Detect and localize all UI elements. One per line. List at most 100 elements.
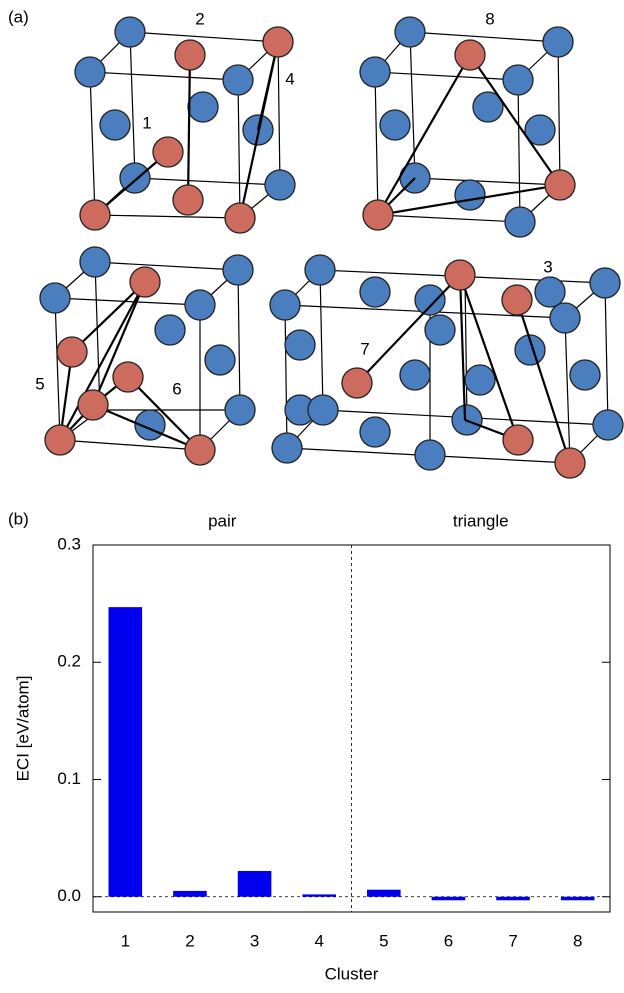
cluster-bond xyxy=(469,54,561,186)
y-tick-label: 0.0 xyxy=(57,886,81,905)
atom-blue xyxy=(224,394,256,426)
atom-blue xyxy=(114,16,146,48)
lattice-edge xyxy=(409,31,559,43)
cluster-bond xyxy=(356,274,461,384)
atom-red xyxy=(341,367,373,399)
cluster-label: 4 xyxy=(285,69,294,88)
atom-red xyxy=(502,424,534,456)
atom-blue xyxy=(414,439,446,471)
panel-label: (b) xyxy=(8,509,29,528)
cluster-label: 3 xyxy=(543,257,552,276)
cluster-label: 7 xyxy=(360,339,369,358)
cluster-bond xyxy=(458,274,467,421)
cluster-bond xyxy=(377,183,561,217)
lattice-edge xyxy=(284,304,288,449)
atom-blue xyxy=(154,314,186,346)
bar xyxy=(367,889,401,897)
atom-blue xyxy=(542,26,574,58)
y-tick-label: 0.1 xyxy=(57,769,81,788)
bar xyxy=(108,607,143,897)
atom-blue xyxy=(464,364,496,396)
atom-blue xyxy=(549,302,581,334)
atom-blue xyxy=(502,64,534,96)
cluster-bond xyxy=(127,376,201,451)
lattice-edge xyxy=(94,214,241,219)
atom-blue xyxy=(414,284,446,316)
lattice-edge xyxy=(129,31,136,179)
lattice-edge xyxy=(557,41,561,186)
cluster-bond xyxy=(71,281,146,353)
lattice-edge xyxy=(94,261,101,411)
atom-blue xyxy=(79,246,111,278)
atom-blue xyxy=(269,289,301,321)
lattice-edge xyxy=(54,297,201,306)
lattice-edge xyxy=(89,71,239,81)
atom-blue xyxy=(74,56,106,88)
bar xyxy=(302,894,336,897)
cluster-diagram: 1 2 3 4 5 6 7 8 xyxy=(35,9,624,479)
cluster-bond xyxy=(377,54,471,216)
lattice-edge xyxy=(134,177,281,186)
atom-red xyxy=(444,259,476,291)
atom-blue xyxy=(222,254,254,286)
atom-blue xyxy=(359,276,391,308)
atom-blue xyxy=(379,109,411,141)
x-tick-label: 1 xyxy=(121,931,130,950)
atom-blue xyxy=(424,314,456,346)
atom-blue xyxy=(304,254,336,286)
bar xyxy=(431,896,466,901)
cluster-bond xyxy=(92,403,201,452)
lattice-edge xyxy=(374,71,379,216)
atom-blue xyxy=(187,91,219,123)
atom-blue xyxy=(222,64,254,96)
atom-blue xyxy=(264,169,296,201)
atom-blue xyxy=(589,267,621,299)
lattice-edge xyxy=(604,282,609,426)
lattice-edge xyxy=(464,277,468,421)
cluster-bond xyxy=(94,151,169,216)
x-tick-label: 5 xyxy=(379,931,388,950)
x-tick-label: 7 xyxy=(508,931,517,950)
bar xyxy=(560,896,595,901)
lattice-edge xyxy=(517,79,521,223)
atom-blue xyxy=(472,91,504,123)
cluster-bond xyxy=(59,281,146,441)
atom-red xyxy=(454,39,486,71)
lattice-edge xyxy=(237,269,241,411)
lattice-edge xyxy=(237,79,241,219)
atom-red xyxy=(174,39,206,71)
atom-red xyxy=(262,26,294,58)
lattice-edge xyxy=(374,71,519,81)
x-tick-label: 4 xyxy=(314,931,323,950)
lattice-edge xyxy=(59,439,201,451)
lattice-edge xyxy=(414,177,561,186)
lattice-edge xyxy=(94,261,239,271)
atom-blue xyxy=(524,114,556,146)
lattice-edge xyxy=(377,214,521,223)
cluster-label: 5 xyxy=(35,374,44,393)
atom-blue xyxy=(592,409,624,441)
atom-red xyxy=(152,136,184,168)
cluster-bond xyxy=(515,299,572,464)
atom-red xyxy=(112,361,144,393)
cluster-label: 8 xyxy=(485,9,494,28)
lattice-edge xyxy=(319,269,324,411)
lattice-edge xyxy=(89,71,96,216)
x-tick-label: 3 xyxy=(250,931,259,950)
x-tick-label: 2 xyxy=(185,931,194,950)
lattice-edge xyxy=(277,41,281,186)
atom-red xyxy=(501,284,533,316)
group-label: triangle xyxy=(453,511,509,530)
atom-blue xyxy=(39,282,71,314)
atom-blue xyxy=(569,359,601,391)
lattice-edge xyxy=(129,31,279,43)
y-tick-label: 0.3 xyxy=(57,534,81,553)
lattice-edge xyxy=(564,317,571,464)
atom-red xyxy=(56,336,88,368)
atom-blue xyxy=(284,329,316,361)
atom-red xyxy=(224,202,256,234)
atom-blue xyxy=(534,276,566,308)
atom-red xyxy=(129,266,161,298)
lattice-edge xyxy=(54,297,61,441)
